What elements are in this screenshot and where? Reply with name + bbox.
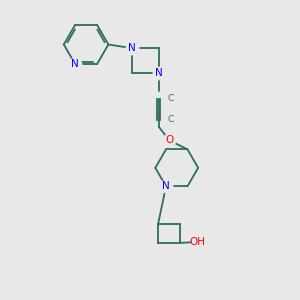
- Text: C: C: [167, 115, 173, 124]
- Text: N: N: [155, 68, 163, 79]
- Text: N: N: [162, 182, 170, 191]
- Text: O: O: [165, 135, 173, 145]
- Text: N: N: [128, 43, 136, 53]
- Text: C: C: [167, 94, 173, 103]
- Text: N: N: [71, 59, 79, 69]
- Text: OH: OH: [190, 237, 206, 247]
